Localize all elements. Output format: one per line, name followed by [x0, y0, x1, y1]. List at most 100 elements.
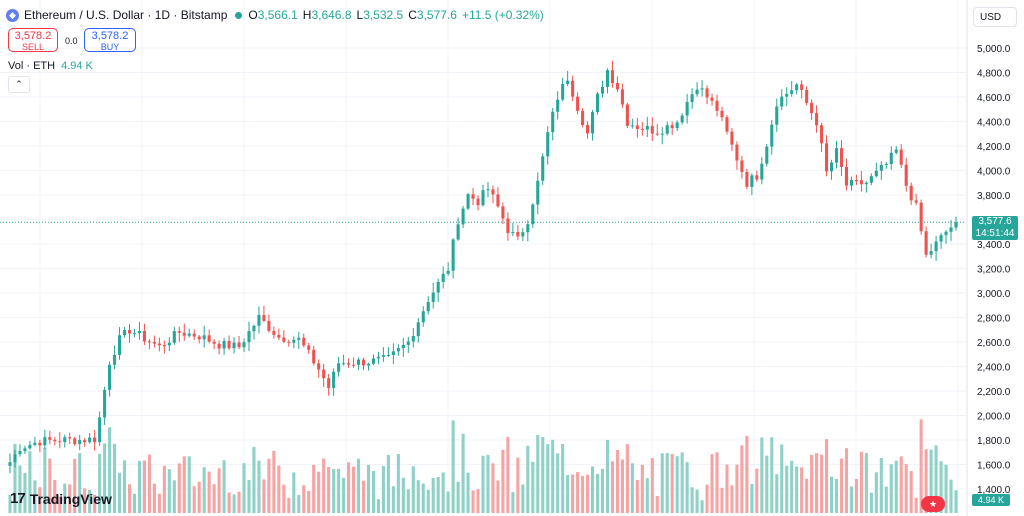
volume-bar — [600, 468, 605, 513]
volume-bar — [232, 494, 236, 513]
symbol-title[interactable]: Ethereum / U.S. Dollar · 1D · Bitstamp — [24, 8, 228, 22]
volume-bar — [705, 484, 709, 513]
y-tick-label: 5,000.0 — [977, 44, 1011, 55]
candle-body — [386, 354, 390, 356]
candle-body — [187, 333, 191, 336]
low-label: L — [356, 8, 364, 22]
volume-bar — [366, 464, 371, 513]
volume-bar — [879, 457, 883, 513]
candle-body — [257, 314, 261, 326]
volume-bar — [391, 486, 395, 513]
y-tick-label: 2,400.0 — [977, 363, 1011, 374]
candle-body — [859, 180, 863, 185]
volume-bar — [132, 493, 137, 513]
volume-bar — [730, 485, 734, 513]
buy-button[interactable]: 3,578.2 BUY — [84, 28, 136, 52]
volume-bar — [162, 465, 166, 513]
volume-bar — [287, 497, 291, 513]
candle-body — [322, 369, 326, 379]
bar-countdown: 14:51:44 — [975, 228, 1015, 239]
volume-bar — [690, 487, 694, 513]
events-flag-icon[interactable]: ★ — [921, 496, 945, 512]
volume-bar — [38, 487, 42, 513]
volume-bar — [342, 477, 346, 513]
volume-bar — [58, 496, 62, 513]
candle-body — [93, 437, 97, 443]
volume-bar — [795, 466, 799, 513]
candle-body — [117, 335, 122, 355]
volume-bars — [8, 419, 958, 513]
volume-bar — [780, 444, 784, 513]
candle-body — [501, 206, 505, 219]
volume-bar — [446, 491, 450, 513]
candle-body — [177, 331, 181, 333]
volume-bar — [147, 454, 151, 513]
candle-body — [705, 88, 709, 98]
currency-selector[interactable]: USD — [973, 7, 1017, 27]
volume-bar — [182, 456, 186, 513]
candle-body — [710, 97, 714, 101]
tradingview-mark-icon: 17 — [10, 490, 26, 507]
tradingview-logo[interactable]: 17 TradingView — [10, 490, 112, 507]
candle-body — [849, 180, 853, 186]
volume-legend-value: 4.94 K — [61, 60, 93, 72]
candle-body — [33, 442, 37, 445]
candle-body — [650, 126, 654, 134]
candle-body — [23, 448, 27, 452]
last-price-value: 3,577.6 — [978, 216, 1012, 227]
volume-bar — [531, 461, 535, 513]
volume-bar — [834, 478, 839, 513]
volume-bar — [725, 464, 729, 513]
candle-body — [237, 342, 241, 348]
candle-body — [182, 332, 186, 336]
volume-bar — [755, 468, 759, 513]
candle-body — [277, 334, 281, 338]
candle-body — [924, 231, 928, 255]
volume-bar — [63, 483, 67, 513]
volume-bar — [516, 457, 520, 513]
candle-body — [506, 218, 510, 233]
volume-bar — [620, 459, 624, 513]
candle-body — [879, 164, 883, 171]
volume-bar — [317, 471, 321, 513]
candle-body — [431, 292, 435, 302]
volume-bar — [327, 467, 331, 513]
volume-bar — [670, 453, 674, 513]
volume-bar — [496, 480, 500, 513]
candle-body — [874, 170, 878, 177]
high-value: 3,646.8 — [311, 8, 352, 22]
y-tick-label: 3,400.0 — [977, 240, 1011, 251]
candle-body — [446, 270, 450, 274]
volume-bar — [526, 445, 530, 513]
volume-bar — [451, 420, 455, 513]
candle-body — [685, 102, 689, 116]
volume-bar — [785, 465, 789, 513]
volume-bar — [117, 472, 122, 513]
candle-body — [83, 440, 87, 443]
candle-body — [127, 330, 132, 334]
collapse-legend-button[interactable]: ⌃ — [8, 76, 30, 93]
volume-bar — [521, 484, 525, 513]
candle-body — [600, 86, 605, 94]
candle-body — [700, 88, 704, 90]
candle-body — [287, 341, 291, 343]
volume-bar — [312, 464, 316, 513]
candle-body — [466, 194, 470, 209]
sell-button[interactable]: 3,578.2 SELL — [8, 28, 58, 52]
candle-body — [406, 341, 410, 345]
candle-body — [914, 200, 918, 203]
volume-bar — [491, 463, 495, 513]
candle-body — [590, 112, 595, 134]
candle-body — [456, 224, 460, 240]
volume-bar — [576, 472, 580, 513]
volume-bar — [715, 452, 719, 513]
candle-body — [416, 322, 420, 336]
volume-bar — [352, 466, 356, 513]
volume-bar — [431, 477, 435, 513]
volume-bar — [586, 474, 590, 513]
volume-legend: Vol · ETH 4.94 K — [8, 60, 93, 72]
candle-body — [869, 176, 873, 183]
candle-body — [825, 143, 829, 172]
candle-body — [78, 440, 82, 445]
